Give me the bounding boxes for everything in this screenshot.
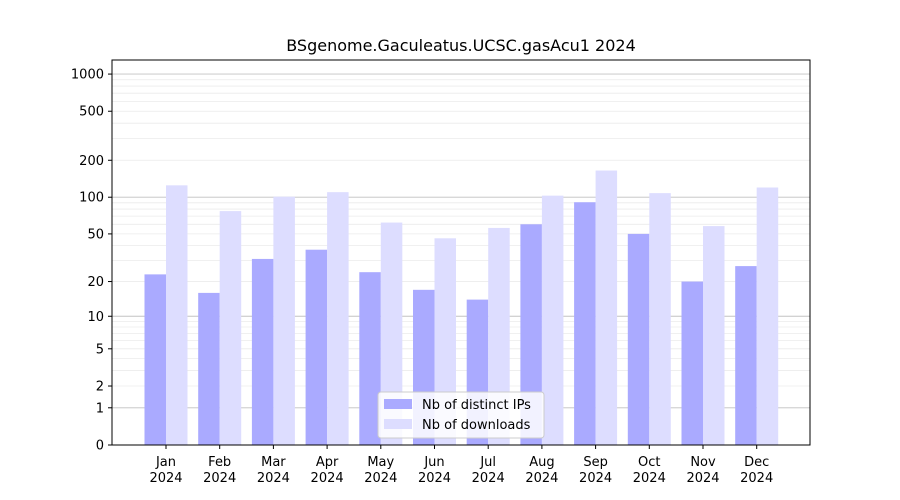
- x-axis: Jan2024Feb2024Mar2024Apr2024May2024Jun20…: [149, 445, 773, 486]
- y-tick-label: 5: [96, 342, 104, 357]
- y-tick-label: 50: [87, 227, 104, 242]
- y-tick-label: 1: [96, 401, 104, 416]
- x-tick-label-year: 2024: [633, 471, 666, 486]
- legend-swatch: [384, 419, 412, 429]
- x-tick-label-month: May: [367, 455, 394, 470]
- x-tick-label-year: 2024: [149, 471, 182, 486]
- y-tick-label: 1000: [71, 68, 104, 83]
- x-tick-label-month: Mar: [261, 455, 286, 470]
- bar-distinct-ips: [144, 274, 166, 445]
- legend-label: Nb of distinct IPs: [422, 398, 531, 413]
- x-tick-label-year: 2024: [740, 471, 773, 486]
- bar-downloads: [649, 193, 671, 445]
- x-tick-label-year: 2024: [311, 471, 344, 486]
- bar-distinct-ips: [251, 258, 274, 445]
- bar-distinct-ips: [198, 292, 220, 445]
- bar-distinct-ips: [627, 233, 650, 445]
- bar-distinct-ips: [681, 281, 703, 445]
- legend-label: Nb of downloads: [422, 418, 531, 433]
- bar-downloads: [703, 226, 725, 445]
- bar-distinct-ips: [359, 272, 381, 445]
- y-tick-label: 20: [87, 275, 104, 290]
- x-tick-label-year: 2024: [257, 471, 290, 486]
- x-tick-label-month: Nov: [690, 455, 716, 470]
- bar-downloads: [756, 187, 779, 446]
- x-tick-label-month: Jun: [423, 455, 444, 470]
- x-tick-label-month: Feb: [208, 455, 231, 470]
- bar-distinct-ips: [735, 266, 757, 445]
- x-tick-label-year: 2024: [418, 471, 451, 486]
- y-axis: 0 1 2 5 10 20 50 100 200 500 1000: [71, 68, 112, 454]
- y-tick-label: 100: [79, 191, 104, 206]
- bar-downloads: [166, 185, 188, 446]
- x-tick-label-month: Sep: [583, 455, 608, 470]
- bar-downloads: [380, 222, 403, 445]
- chart-title: BSgenome.Gaculeatus.UCSC.gasAcu1 2024: [286, 36, 636, 55]
- x-tick-label-year: 2024: [579, 471, 612, 486]
- y-tick-label: 0: [96, 439, 104, 454]
- y-tick-label: 10: [87, 310, 104, 325]
- bars: [144, 170, 779, 446]
- x-tick-label-month: Jan: [155, 455, 176, 470]
- bar-distinct-ips: [305, 249, 328, 445]
- y-tick-label: 200: [79, 154, 104, 169]
- x-tick-label-year: 2024: [525, 471, 558, 486]
- x-tick-label-month: Aug: [529, 455, 554, 470]
- x-tick-label-month: Apr: [316, 455, 339, 470]
- x-tick-label-month: Oct: [638, 455, 660, 470]
- plot-frame: [111, 59, 811, 446]
- bar-downloads: [488, 227, 510, 445]
- bar-distinct-ips: [520, 224, 542, 445]
- legend-box: [377, 391, 545, 439]
- x-tick-label-month: Jul: [479, 455, 496, 470]
- bar-downloads: [595, 170, 618, 445]
- x-tick-label-year: 2024: [686, 471, 719, 486]
- x-tick-label-month: Dec: [744, 455, 769, 470]
- y-tick-label: 500: [79, 105, 104, 120]
- bar-downloads: [273, 196, 295, 445]
- legend-swatch: [384, 399, 412, 409]
- y-tick-label: 2: [96, 380, 104, 395]
- bar-downloads: [219, 211, 242, 445]
- x-tick-label-year: 2024: [203, 471, 236, 486]
- x-tick-label-year: 2024: [364, 471, 397, 486]
- bar-downloads: [327, 192, 349, 445]
- legend: Nb of distinct IPs Nb of downloads: [377, 391, 545, 439]
- bar-downloads: [541, 195, 564, 445]
- bar-distinct-ips: [574, 202, 596, 445]
- x-tick-label-year: 2024: [472, 471, 505, 486]
